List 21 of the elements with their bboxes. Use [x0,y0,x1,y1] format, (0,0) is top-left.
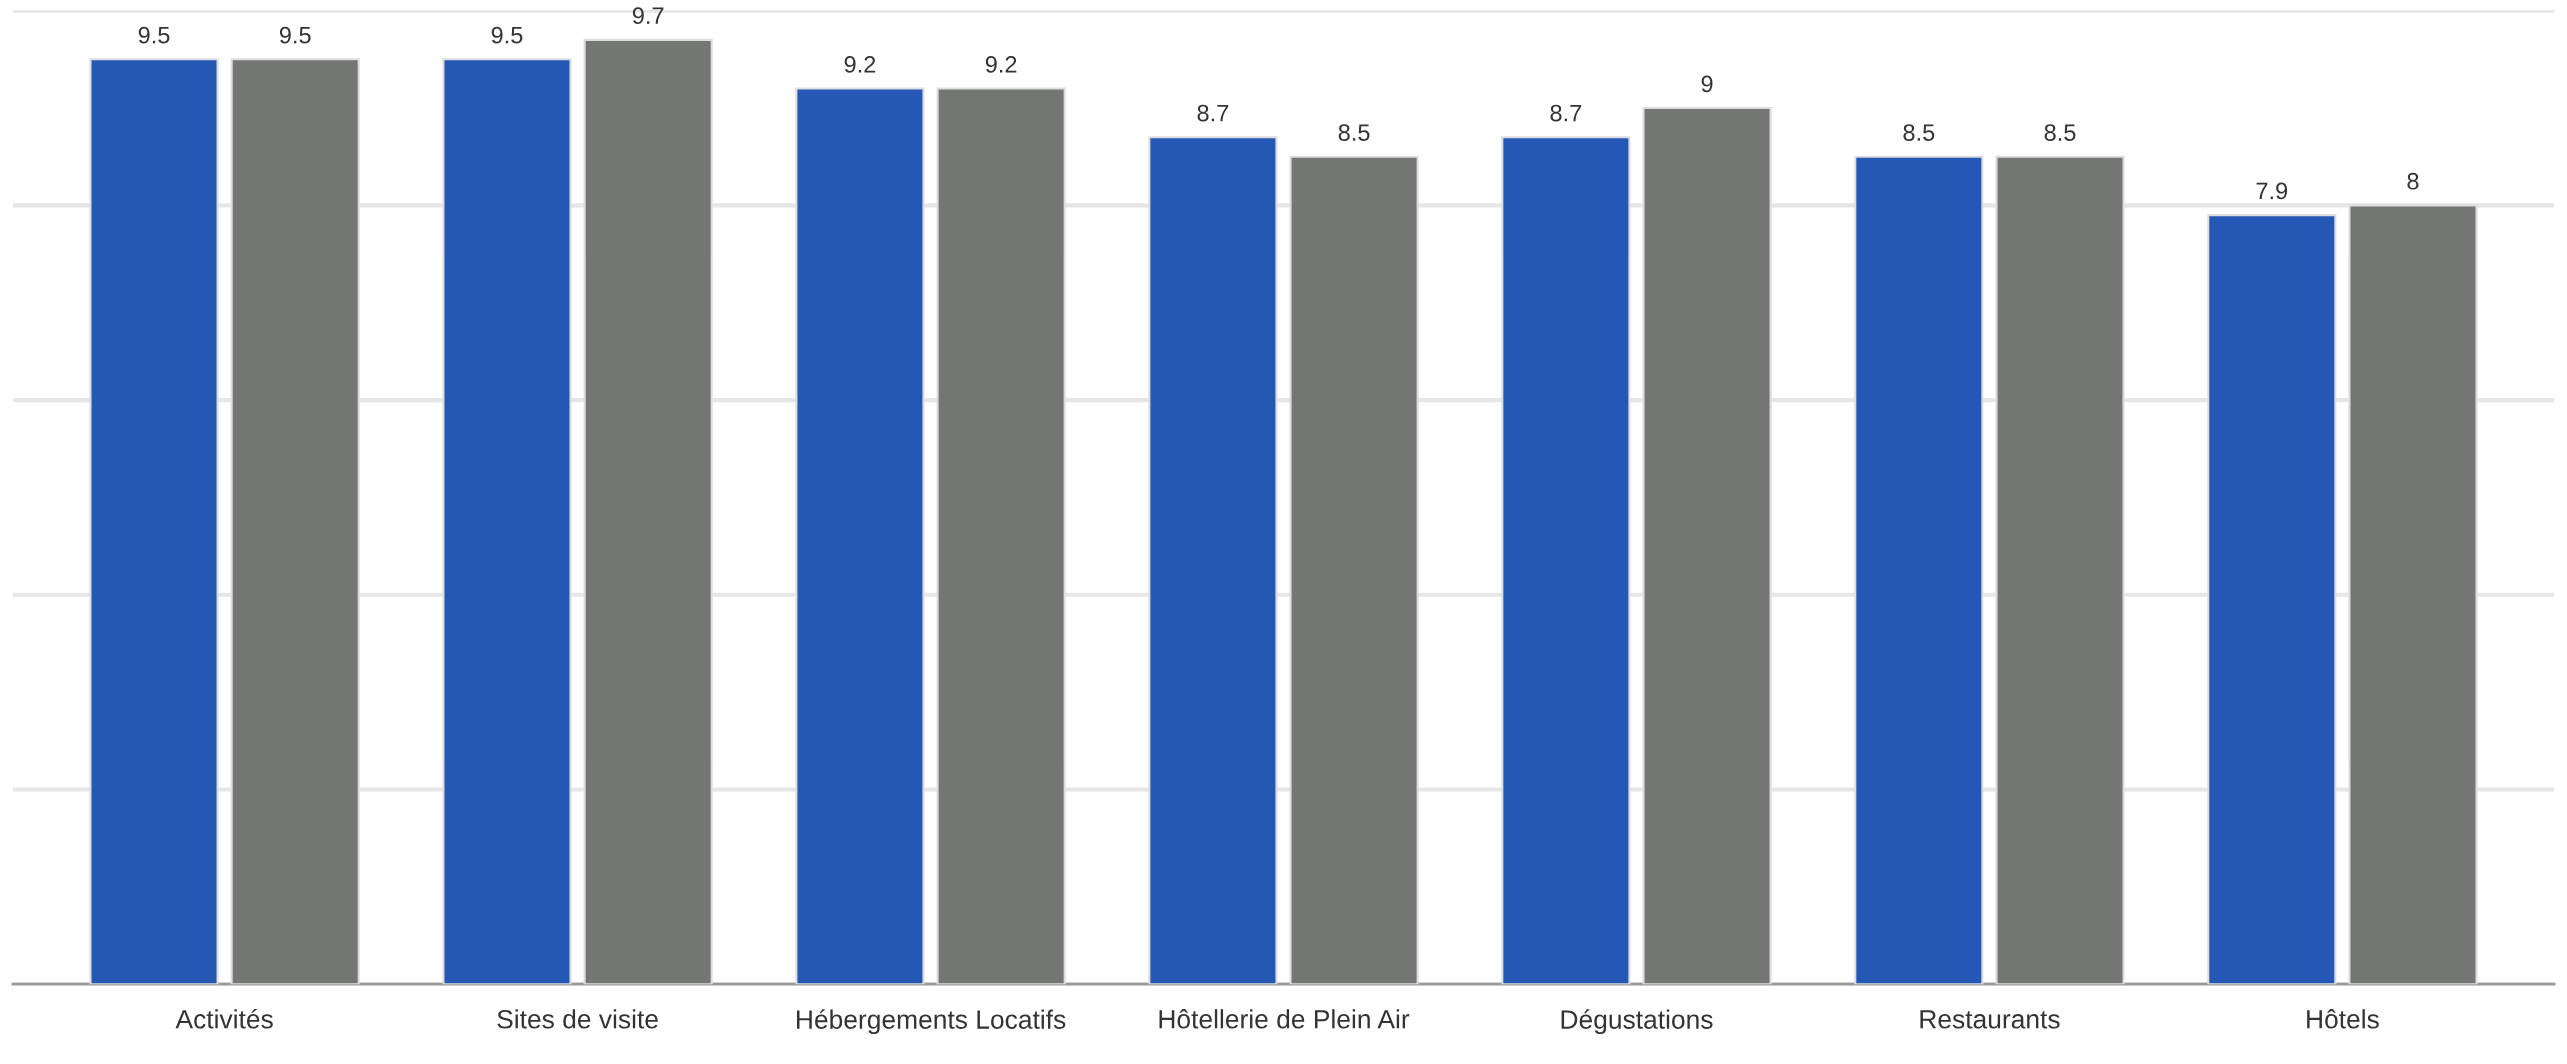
data-label: 8.5 [2044,124,2076,141]
data-label: 9.5 [491,26,523,44]
data-label: 9.5 [279,26,311,44]
x-tick-label: Restaurants [1920,1010,2060,1029]
data-label: 8.5 [1903,124,1935,141]
data-label: 9.2 [844,56,876,73]
x-tick-label: Hébergements Locatifs [797,1009,1066,1035]
data-label: 8.7 [1197,104,1229,122]
data-label: 7.9 [2256,182,2288,200]
data-label: 9.5 [138,26,170,44]
x-tick-label: Dégustations [1561,1009,1713,1035]
data-label: 8.7 [1550,104,1582,122]
data-label: 9.7 [632,7,664,25]
data-label: 9.2 [985,56,1017,73]
x-tick-label: Hôtellerie de Plein Air [1159,1009,1410,1029]
data-label: 8.5 [1338,124,1370,141]
x-tick-label: Hôtels [2307,1009,2379,1029]
x-tick-label: Sites de visite [497,1009,658,1029]
data-label: 8 [2407,172,2419,190]
x-tick-label: Activités [175,1008,273,1029]
data-label: 9 [1701,75,1713,93]
